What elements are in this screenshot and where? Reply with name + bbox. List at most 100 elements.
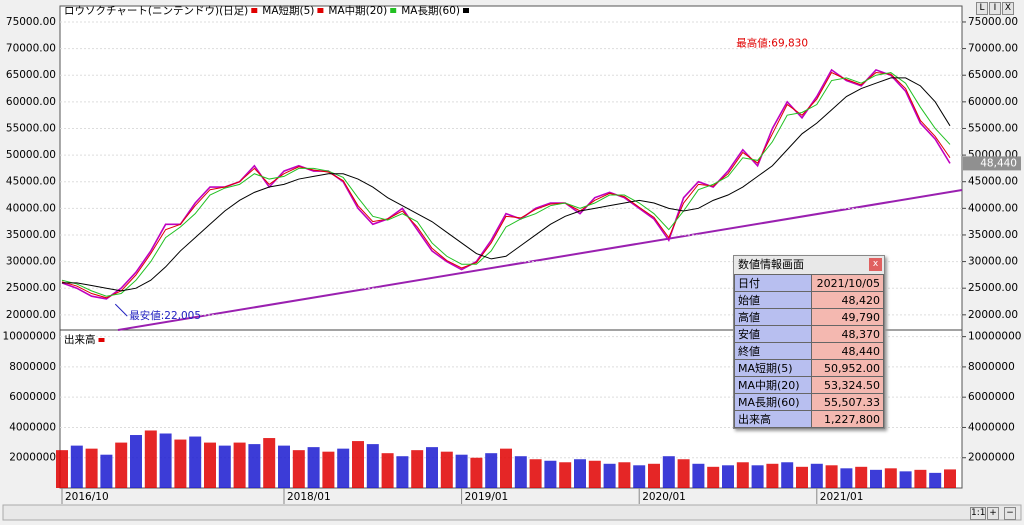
y-tick-label-right: 4000000: [968, 421, 1015, 433]
y-tick-label: 45000.00: [6, 176, 56, 188]
volume-bar: [470, 457, 483, 488]
info-row: MA長期(60) 55,507.33: [734, 393, 884, 411]
toolbar-button[interactable]: L: [976, 2, 988, 15]
info-row: 始値 48,420: [734, 291, 884, 309]
volume-bar: [574, 459, 586, 488]
current-price-label: 48,440: [980, 157, 1017, 169]
toolbar-button[interactable]: I: [989, 2, 1001, 15]
volume-bar: [736, 462, 749, 488]
volume-bar: [130, 435, 142, 488]
volume-bar: [144, 430, 157, 488]
volume-bar: [929, 472, 942, 488]
legend-text: MA長期(60): [401, 5, 460, 17]
legend-text: ロウソクチャート(ニンテンドウ)(日足): [64, 5, 248, 17]
y-tick-label-right: 65000.00: [968, 69, 1018, 81]
volume-bar: [292, 450, 305, 488]
volume-bar: [884, 468, 897, 488]
volume-bar: [751, 465, 764, 488]
toolbar-button[interactable]: X: [1002, 2, 1014, 15]
x-tick-label: 2020/01: [642, 491, 686, 503]
annotation-leader: [114, 303, 128, 317]
info-value: 48,370: [811, 325, 884, 343]
volume-bar: [218, 445, 231, 488]
info-value: 48,420: [811, 291, 884, 309]
x-tick-label: 2019/01: [465, 491, 509, 503]
info-value: 49,790: [811, 308, 884, 326]
y-tick-label-right: 35000.00: [968, 229, 1018, 241]
close-button[interactable]: x: [869, 258, 882, 271]
info-panel: 数値情報画面 x 日付 2021/10/05 始値 48,420 高値 49,790 安値 48…: [733, 255, 885, 429]
info-label: MA短期(5): [734, 359, 812, 377]
y-tick-label-right: 55000.00: [968, 122, 1018, 134]
y-tick-label: 6000000: [9, 391, 56, 403]
legend-swatch: [98, 338, 105, 342]
volume-bar: [248, 444, 261, 488]
toolbar-button[interactable]: −: [1004, 507, 1016, 520]
volume-bar: [278, 445, 290, 488]
volume-bar: [174, 439, 187, 488]
info-value: 1,227,800: [811, 410, 884, 428]
info-value: 48,440: [811, 342, 884, 360]
y-tick-label: 65000.00: [6, 69, 56, 81]
volume-bar: [115, 442, 128, 488]
info-label: 日付: [734, 274, 812, 292]
info-label: 高値: [734, 308, 812, 326]
info-label: 安値: [734, 325, 812, 343]
y-tick-label: 40000.00: [6, 202, 56, 214]
y-tick-label-right: 2000000: [968, 452, 1015, 464]
volume-bar: [514, 456, 527, 488]
volume-bar: [677, 459, 690, 488]
legend-text: MA短期(5): [262, 4, 314, 17]
x-tick-label: 2016/10: [65, 491, 109, 503]
info-value: 53,324.50: [811, 376, 884, 394]
info-value: 50,952.00: [811, 359, 884, 377]
volume-bar: [944, 469, 956, 488]
volume-bar: [159, 433, 172, 488]
annotation: 最安値:22,005: [129, 309, 201, 322]
info-row: 出来高 1,227,800: [734, 410, 884, 428]
y-tick-label: 8000000: [9, 361, 56, 373]
y-tick-label: 70000.00: [6, 43, 56, 55]
ma-line: [61, 72, 951, 297]
y-tick-label-right: 8000000: [968, 361, 1015, 373]
volume-bar: [426, 447, 438, 488]
y-tick-label-right: 45000.00: [968, 176, 1018, 188]
y-tick-label: 2000000: [9, 452, 56, 464]
volume-bar: [544, 460, 557, 488]
volume-bar: [337, 448, 350, 488]
volume-bar: [722, 465, 734, 488]
scrollbar[interactable]: [2, 504, 1022, 521]
volume-bar: [766, 463, 779, 488]
y-tick-label-right: 25000.00: [968, 282, 1018, 294]
volume-bar: [825, 465, 838, 488]
info-title-text: 数値情報画面: [738, 258, 804, 271]
volume-bar: [899, 471, 912, 488]
info-row: MA中期(20) 53,324.50: [734, 376, 884, 394]
volume-bar: [588, 460, 601, 488]
y-tick-label: 50000.00: [6, 149, 56, 161]
volume-bar: [366, 444, 379, 488]
info-value: 2021/10/05: [811, 274, 884, 292]
volume-bar: [662, 456, 675, 488]
volume-bar: [648, 463, 660, 488]
volume-bar: [85, 448, 98, 488]
volume-bar: [322, 451, 335, 488]
legend-text: MA中期(20): [328, 4, 387, 17]
y-tick-label-right: 30000.00: [968, 256, 1018, 268]
volume-bar: [840, 468, 853, 488]
volume-bar: [796, 466, 808, 488]
y-tick-label: 25000.00: [6, 282, 56, 294]
volume-bar: [485, 453, 498, 488]
toolbar-button[interactable]: +: [987, 507, 999, 520]
info-label: 始値: [734, 291, 812, 309]
volume-bar: [455, 454, 468, 488]
info-label: MA長期(60): [734, 393, 812, 411]
legend-swatch: [390, 8, 397, 13]
volume-bar: [70, 445, 83, 488]
y-tick-label-right: 40000.00: [968, 202, 1018, 214]
volume-bar: [692, 463, 705, 488]
x-tick-label: 2021/01: [820, 491, 864, 503]
info-table: 日付 2021/10/05 始値 48,420 高値 49,790 安値 48,370 終値 48…: [734, 274, 884, 428]
toolbar-button[interactable]: 1:1: [970, 507, 986, 520]
